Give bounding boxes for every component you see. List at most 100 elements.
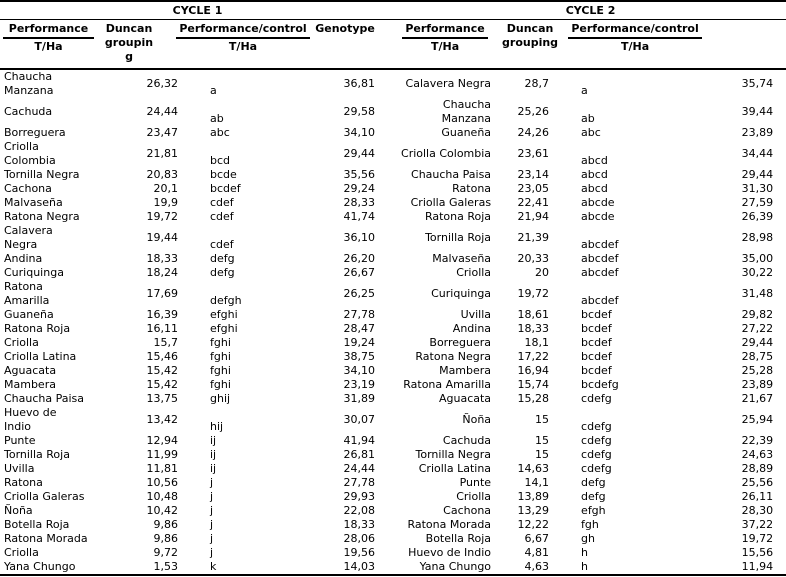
cycle1-duncan-grouping: hij [210, 420, 224, 433]
c2-performance-header: Performance T/Ha [395, 19, 496, 70]
cycle1-duncan-grouping: abc [210, 126, 230, 139]
cycle1-genotype-name: Tornilla Roja [4, 448, 70, 461]
cycle1-genotype-name: Tornilla Negra [4, 168, 80, 181]
cycle1-genotype-name: Punte [4, 434, 36, 447]
cycle1-control-value: 29,93 [343, 490, 376, 503]
cycle1-genotype-name: Ratona Roja [4, 322, 71, 335]
table-row: Ratona Amarilla 17,69 defgh 26,25 Curiqu… [0, 280, 786, 308]
cycle1-genotype-name: Cachona [4, 182, 52, 195]
cycle1-duncan-grouping: fghi [210, 364, 231, 377]
cycle2-duncan-grouping: abcde [581, 196, 615, 209]
cycle1-performance-value: 15,42 [146, 378, 179, 391]
cycle2-duncan-grouping: bcdef [581, 308, 612, 321]
cycle1-genotype-name: Curiquinga [4, 266, 64, 279]
cycle2-performance-value: 16,94 [517, 364, 550, 377]
cycle1-control-value: 19,24 [343, 336, 376, 349]
cycle2-genotype-name: Malvaseña [432, 252, 492, 265]
c2-performance-control-header: Performance/control T/Ha [565, 19, 706, 70]
cycle1-genotype-name: Ratona Morada [4, 532, 88, 545]
cycle2-duncan-grouping: cdefg [581, 448, 612, 461]
cycle2-duncan-grouping: bcdef [581, 322, 612, 335]
cycle2-performance-value: 14,1 [524, 476, 550, 489]
c2-performance-control-unit-label: T/Ha [620, 40, 650, 53]
cycle1-genotype-name: Ratona [4, 476, 43, 489]
c1-performance-control-unit-label: T/Ha [228, 40, 258, 53]
cycle2-duncan-grouping: abcd [581, 182, 608, 195]
cycle2-control-value: 28,98 [741, 231, 774, 244]
cycle1-genotype-name: Criolla Galeras [4, 490, 85, 503]
cycle2-performance-value: 20,33 [517, 252, 550, 265]
cycle1-performance-value: 10,42 [146, 504, 179, 517]
cycle1-control-value: 41,74 [343, 210, 376, 223]
cycle1-duncan-grouping: cdef [210, 210, 234, 223]
cycle2-duncan-grouping: gh [581, 532, 596, 545]
c1-duncan-grouping-label: Duncan groupin g [104, 22, 154, 63]
cycle1-genotype-name: Mambera [4, 378, 56, 391]
cycle1-duncan-grouping: bcde [210, 168, 237, 181]
cycle2-genotype-name: Calavera Negra [405, 77, 492, 90]
cycle2-duncan-grouping: h [581, 560, 589, 573]
cycle1-control-value: 28,06 [343, 532, 376, 545]
cycle2-performance-value: 15,74 [517, 378, 550, 391]
cycle1-duncan-grouping: cdef [210, 196, 234, 209]
cycle2-control-value: 21,67 [741, 392, 774, 405]
cycle1-control-value: 31,89 [343, 392, 376, 405]
cycle1-control-value: 35,56 [343, 168, 376, 181]
table-row: Criolla Galeras 10,48 j 29,93 Criolla 13… [0, 490, 786, 504]
cycle1-performance-value: 11,99 [146, 448, 179, 461]
c1-performance-header: Performance T/Ha [0, 19, 97, 70]
cycle2-genotype-name: Borreguera [429, 336, 492, 349]
table-row: Criolla Latina 15,46 fghi 38,75 Ratona N… [0, 350, 786, 364]
cycle1-performance-value: 12,94 [146, 434, 179, 447]
cycle1-control-value: 24,44 [343, 462, 376, 475]
cycle2-genotype-name: Mambera [439, 364, 492, 377]
cycle2-genotype-name: Criolla Latina [418, 462, 492, 475]
c2-duncan-grouping-header: Duncan grouping [495, 19, 566, 70]
cycle1-performance-value: 26,32 [146, 77, 179, 90]
cycle2-control-value: 39,44 [741, 105, 774, 118]
cycle1-genotype-name: Huevo de Indio [4, 406, 57, 433]
cycle1-duncan-grouping: fghi [210, 336, 231, 349]
cycle1-control-value: 41,94 [343, 434, 376, 447]
table-row: Guaneña 16,39 efghi 27,78 Uvilla 18,61 b… [0, 308, 786, 322]
cycle1-control-value: 29,44 [343, 147, 376, 160]
c2-performance-label: Performance [402, 22, 488, 39]
cycle1-genotype-name: Criolla Colombia [4, 140, 56, 167]
cycle2-genotype-name: Criolla Colombia [401, 147, 492, 160]
cycle1-performance-value: 16,11 [146, 322, 179, 335]
cycle2-genotype-name: Tornilla Negra [415, 448, 492, 461]
cycle1-control-value: 26,25 [343, 287, 376, 300]
cycle2-performance-value: 21,94 [517, 210, 550, 223]
cycle1-performance-value: 18,33 [146, 252, 179, 265]
table-row: Punte 12,94 ij 41,94 Cachuda 15 cdefg 22… [0, 434, 786, 448]
cycle2-performance-value: 28,7 [524, 77, 550, 90]
cycle2-performance-value: 23,61 [517, 147, 550, 160]
cycle1-control-value: 27,78 [343, 476, 376, 489]
cycle1-genotype-name: Yana Chungo [4, 560, 76, 573]
cycle1-control-value: 29,24 [343, 182, 376, 195]
cycle-header-row: CYCLE 1 CYCLE 2 [0, 1, 786, 20]
cycle2-genotype-name: Aguacata [438, 392, 492, 405]
cycle1-performance-value: 24,44 [146, 105, 179, 118]
cycle1-duncan-grouping: a [210, 84, 217, 97]
cycle2-performance-value: 23,14 [517, 168, 550, 181]
cycle2-genotype-name: Curiquinga [431, 287, 492, 300]
cycle2-performance-value: 13,29 [517, 504, 550, 517]
cycle2-control-value: 22,39 [741, 434, 774, 447]
cycle1-duncan-grouping: ij [210, 448, 217, 461]
cycle2-performance-value: 4,81 [524, 546, 550, 559]
cycle1-genotype-name: Malvaseña [4, 196, 63, 209]
cycle2-duncan-grouping: bcdefg [581, 378, 619, 391]
table-row: Ratona 10,56 j 27,78 Punte 14,1 defg 25,… [0, 476, 786, 490]
cycle2-duncan-grouping: abcde [581, 210, 615, 223]
cycle2-control-value: 26,39 [741, 210, 774, 223]
cycle1-control-value: 14,03 [343, 560, 376, 573]
cycle1-performance-value: 1,53 [153, 560, 179, 573]
cycle1-duncan-grouping: k [210, 560, 217, 573]
cycle2-duncan-grouping: abc [581, 126, 601, 139]
cycle2-performance-value: 18,61 [517, 308, 550, 321]
c1-performance-unit-label: T/Ha [34, 40, 63, 53]
cycle2-genotype-name: Ratona Roja [424, 210, 492, 223]
cycle2-genotype-name: Guaneña [441, 126, 492, 139]
